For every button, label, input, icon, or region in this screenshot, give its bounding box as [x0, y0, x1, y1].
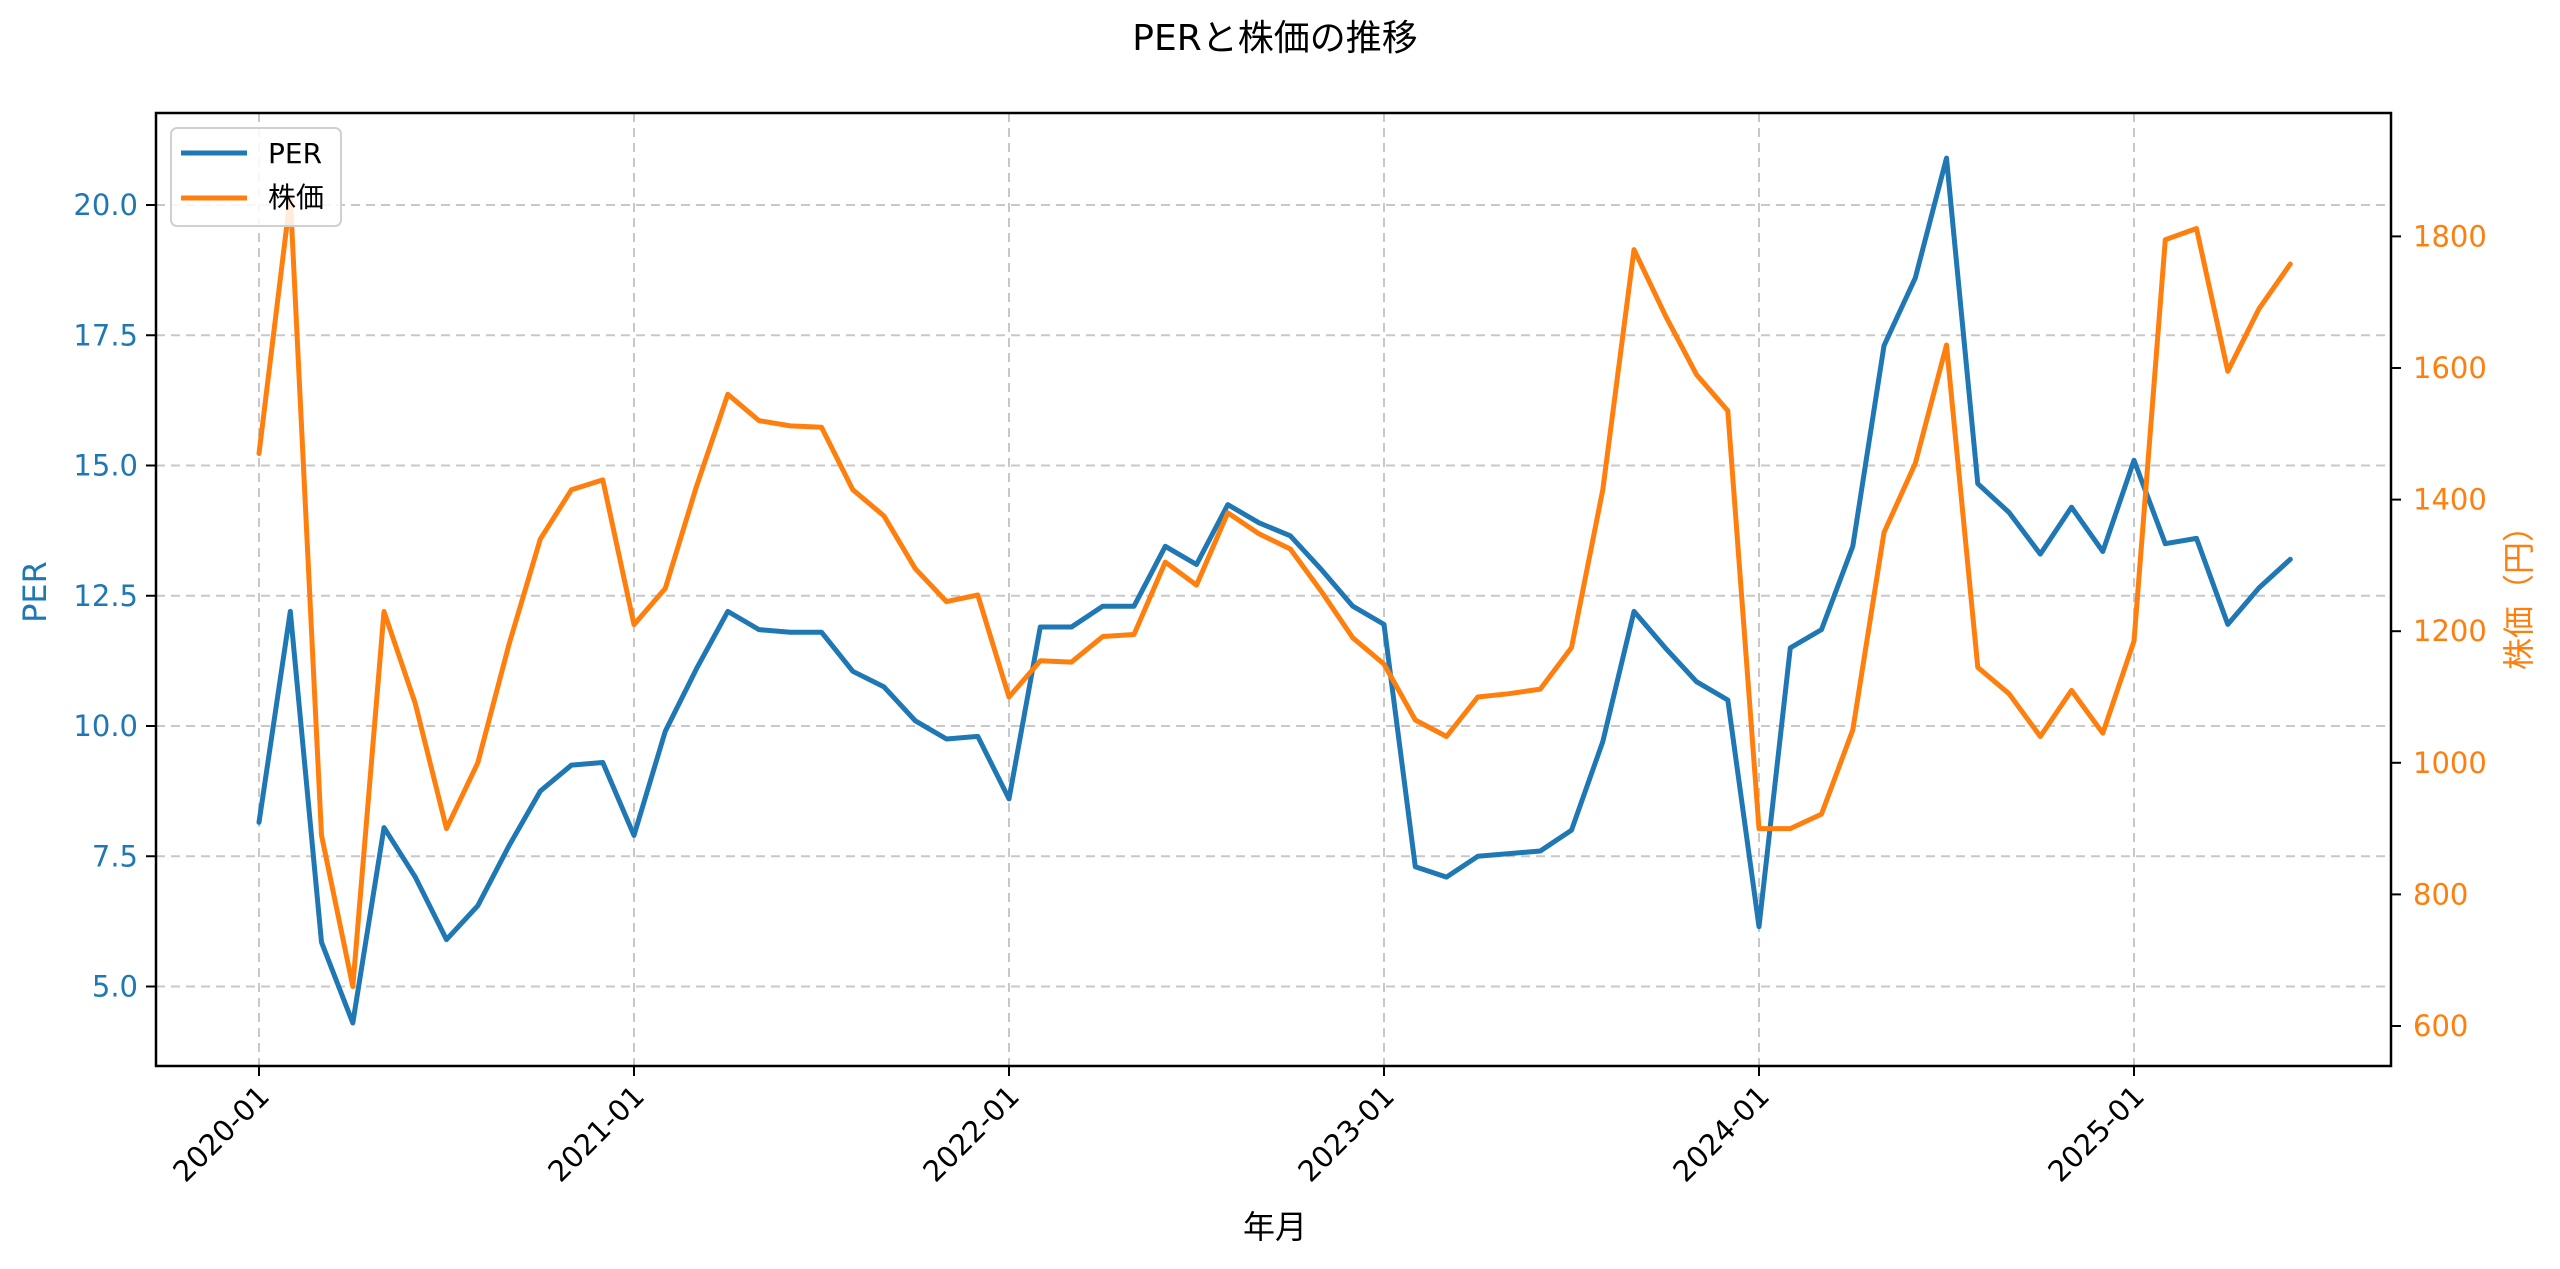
x-tick-label: 2021-01: [541, 1079, 651, 1189]
per-line: [256, 155, 2293, 1026]
x-tick-label: 2022-01: [916, 1079, 1026, 1189]
left-tick-label: 20.0: [73, 188, 138, 222]
left-tick-label: 10.0: [73, 709, 138, 743]
x-tick-label: 2024-01: [1666, 1079, 1776, 1189]
right-y-axis-label: 株価（円）: [2500, 510, 2538, 670]
right-tick-label: 1800: [2413, 219, 2487, 253]
series-layer: [256, 155, 2293, 1026]
left-y-axis-label: PER: [16, 561, 54, 623]
right-tick-label: 1400: [2413, 483, 2487, 517]
x-axis: 2020-01 2021-01 2022-01 2023-01 2024-01 2025-…: [166, 1066, 2151, 1189]
right-tick-label: 1600: [2413, 351, 2487, 385]
x-tick-label: 2020-01: [166, 1079, 276, 1189]
grid-lines: [156, 113, 2391, 1066]
right-tick-label: 800: [2413, 877, 2468, 911]
left-tick-label: 15.0: [73, 449, 138, 483]
right-y-axis: 600 800 1000 1200 1400 1600 1800: [2391, 219, 2487, 1043]
chart-title: PERと株価の推移: [1132, 18, 1417, 59]
right-tick-label: 1000: [2413, 746, 2487, 780]
left-tick-label: 12.5: [73, 579, 138, 613]
right-tick-label: 1200: [2413, 614, 2487, 648]
stock-price-line: [256, 194, 2293, 989]
left-tick-label: 7.5: [92, 839, 138, 873]
plot-area-frame: [154, 111, 2393, 1068]
left-y-axis: 5.0 7.5 10.0 12.5 15.0 17.5 20.0: [73, 188, 156, 1004]
legend-stock-price-label: 株価: [268, 181, 324, 214]
x-tick-label: 2025-01: [2041, 1079, 2151, 1189]
left-tick-label: 5.0: [92, 970, 138, 1004]
x-axis-label: 年月: [1243, 1208, 1307, 1246]
right-tick-label: 600: [2413, 1009, 2468, 1043]
legend: PER 株価: [170, 127, 342, 227]
x-tick-label: 2023-01: [1291, 1079, 1401, 1189]
legend-per-label: PER: [268, 137, 322, 170]
left-tick-label: 17.5: [73, 318, 138, 352]
